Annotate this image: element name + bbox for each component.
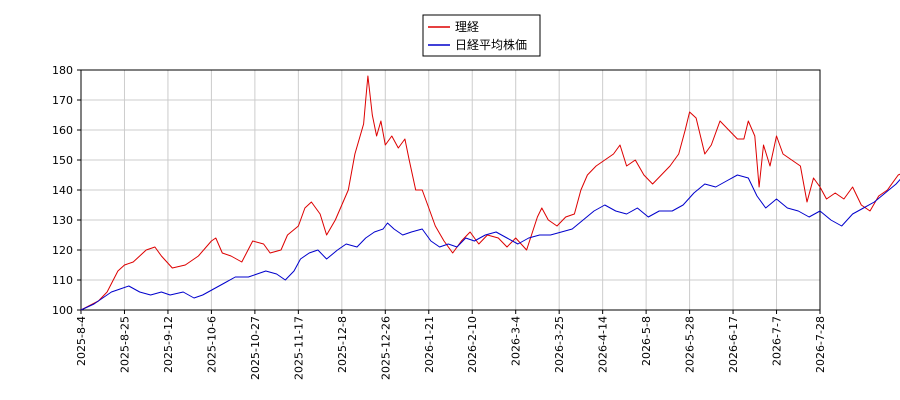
x-tick-label: 2026-1-21 <box>423 316 436 373</box>
x-tick-label: 2025-8-25 <box>118 316 131 373</box>
x-tick-label: 2025-12-26 <box>379 316 392 380</box>
x-tick-label: 2026-6-17 <box>727 316 740 373</box>
y-tick-label: 150 <box>52 154 73 167</box>
legend: 理経 日経平均株価 <box>422 14 541 57</box>
y-tick-label: 110 <box>52 274 73 287</box>
y-tick-label: 170 <box>52 94 73 107</box>
x-tick-label: 2025-10-27 <box>249 316 262 380</box>
y-tick-label: 130 <box>52 214 73 227</box>
series-line-1 <box>80 75 900 311</box>
y-tick-label: 100 <box>52 304 73 317</box>
x-tick-label: 2026-2-10 <box>466 316 479 373</box>
x-tick-label: 2026-3-25 <box>553 316 566 373</box>
x-tick-label: 2026-3-4 <box>510 316 523 366</box>
y-tick-label: 180 <box>52 64 73 77</box>
x-tick-label: 2025-11-17 <box>292 316 305 380</box>
x-tick-label: 2026-4-14 <box>597 316 610 373</box>
x-tick-label: 2026-7-7 <box>771 316 784 366</box>
y-tick-label: 160 <box>52 124 73 137</box>
legend-box <box>422 14 541 57</box>
y-tick-label: 140 <box>52 184 73 197</box>
x-tick-label: 2025-9-12 <box>162 316 175 373</box>
x-tick-label: 2025-8-4 <box>75 316 88 366</box>
x-tick-label: 2026-5-28 <box>684 316 697 373</box>
x-tick-label: 2025-12-8 <box>336 316 349 373</box>
y-axis-ticks: 100 110 120 130 140 150 160 170 180 <box>52 64 81 317</box>
legend-label-series-2: 日経平均株価 <box>455 37 527 52</box>
y-tick-label: 120 <box>52 244 73 257</box>
x-tick-label: 2026-5-8 <box>640 316 653 366</box>
series-lines <box>80 75 900 311</box>
x-axis-ticks: 2025-8-4 2025-8-25 2025-9-12 2025-10-6 2025-… <box>75 310 827 380</box>
series-line-2 <box>80 174 900 311</box>
x-tick-label: 2025-10-6 <box>205 316 218 373</box>
grid-lines <box>80 69 821 311</box>
x-tick-label: 2026-7-28 <box>814 316 827 373</box>
legend-label-series-1: 理経 <box>455 20 479 34</box>
